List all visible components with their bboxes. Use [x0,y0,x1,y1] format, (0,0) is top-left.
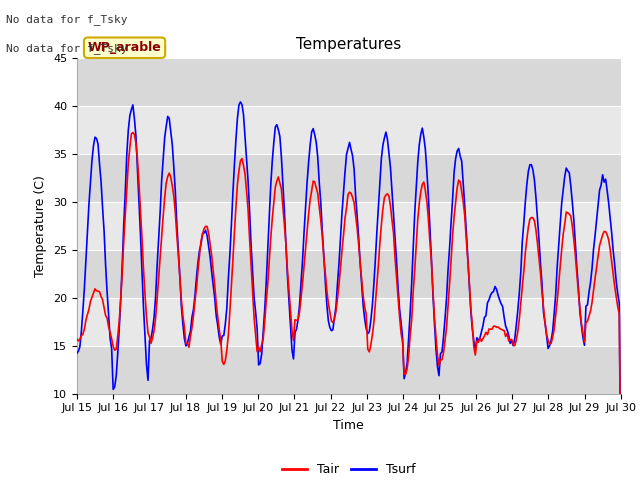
Legend: Tair, Tsurf: Tair, Tsurf [276,458,421,480]
Tair [312,185,320,191]
Tsurf [255,362,262,368]
Bar [77,298,621,346]
Line: Tsurf: Tsurf [77,102,621,480]
Tair [141,291,149,297]
Line: Tair: Tair [77,132,621,480]
Bar [77,202,621,250]
Tair [255,344,262,350]
Text: WP_arable: WP_arable [88,41,161,54]
Bar [77,106,621,154]
Tair [73,336,81,342]
Tsurf [237,99,244,105]
Tsurf [264,247,271,253]
Bar [77,250,621,298]
Tair [264,282,271,288]
Bar [77,154,621,202]
Bar [77,346,621,394]
Tsurf [140,304,147,310]
Tsurf [312,140,320,145]
Y-axis label: Temperature (C): Temperature (C) [35,175,47,276]
Bar [77,58,621,106]
Tsurf [73,350,81,356]
Tair [588,300,596,305]
Tair [237,158,244,164]
X-axis label: Time: Time [333,419,364,432]
Title: Temperatures: Temperatures [296,37,401,52]
Text: No data for f_Tsky: No data for f_Tsky [6,43,128,54]
Text: No data for f_Tsky: No data for f_Tsky [6,14,128,25]
Tsurf [588,266,596,272]
Tair [129,130,137,135]
Tsurf [235,102,243,108]
